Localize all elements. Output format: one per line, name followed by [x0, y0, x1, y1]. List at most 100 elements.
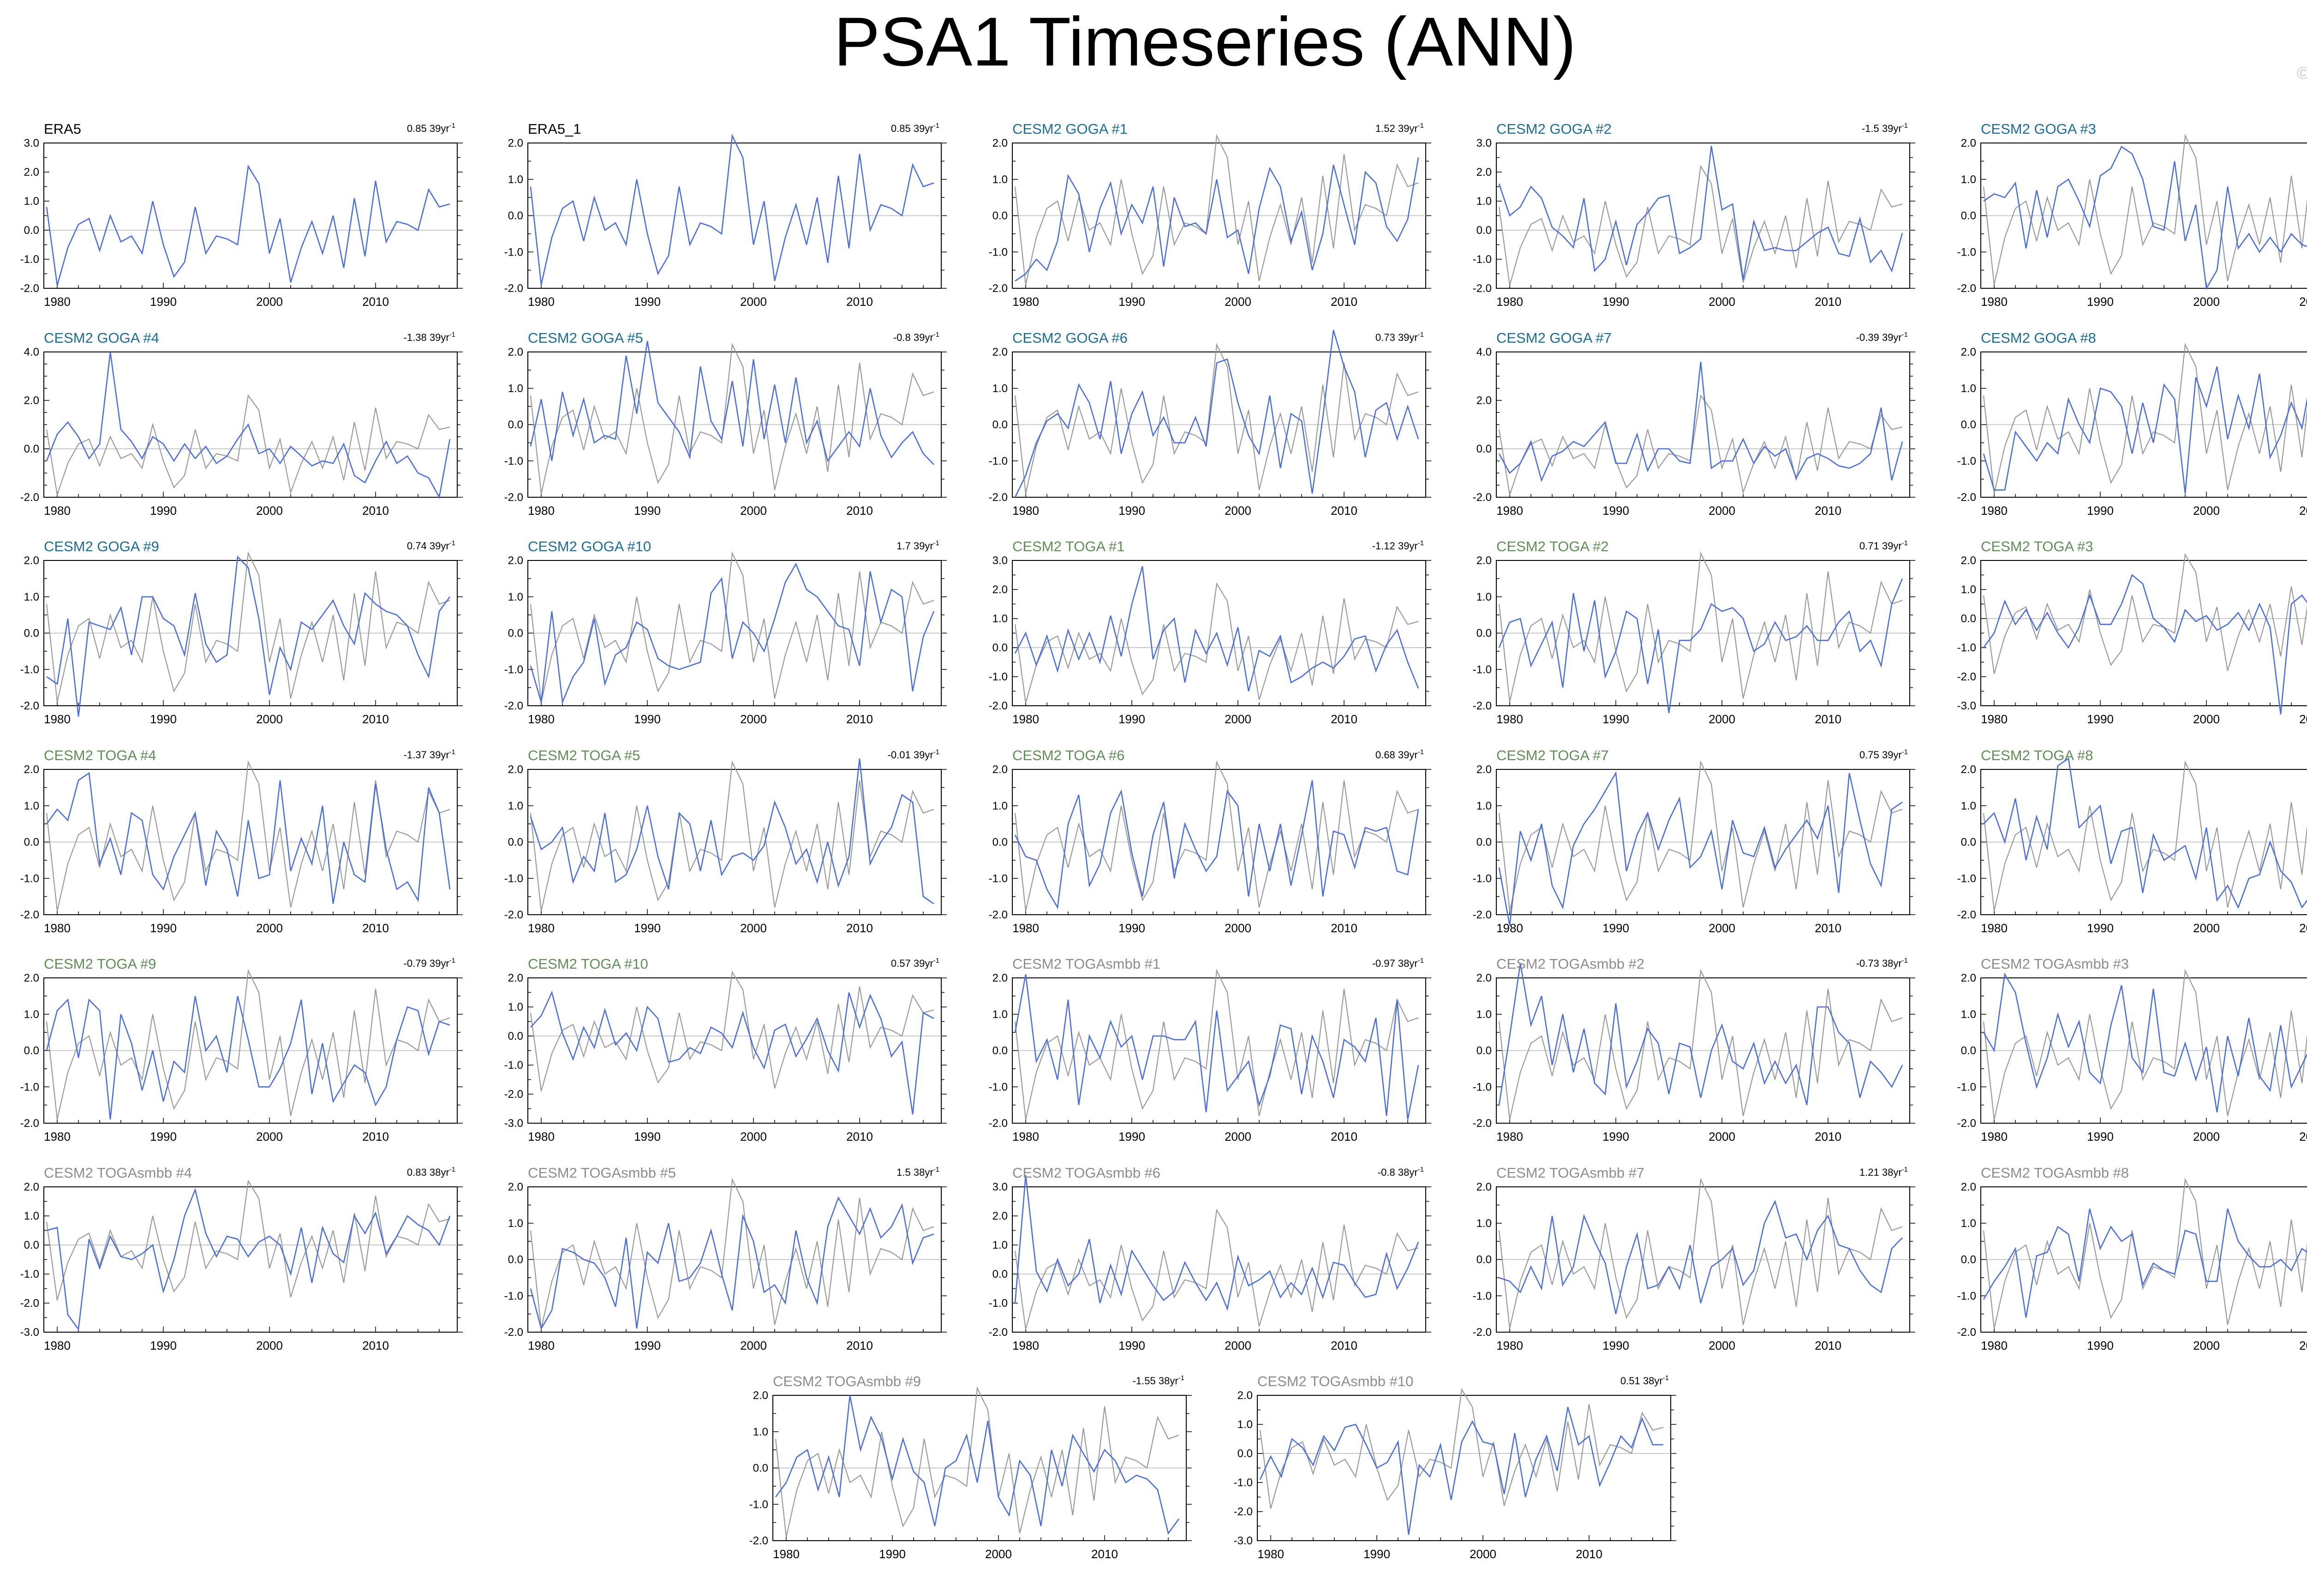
series-line: [530, 990, 934, 1115]
x-tick-label: 2000: [256, 921, 283, 935]
plot-frame: [527, 977, 942, 1124]
y-tick-label: 1.0: [24, 591, 39, 603]
x-tick-label: 1980: [1981, 1339, 2008, 1352]
trend-label: -1.5 39yr-1: [1862, 122, 1908, 134]
obs-overlay-line: [1014, 343, 1419, 494]
panel-title: CESM2 GOGA #5: [528, 330, 643, 346]
y-tick-label: 0.0: [508, 1254, 523, 1266]
trend-label: -0.73 38yr-1: [1856, 957, 1908, 969]
trend-label: -1.55 38yr-1: [1133, 1374, 1184, 1387]
plot-frame: [43, 143, 458, 289]
x-tick-label: 1990: [2087, 921, 2114, 935]
panel-title: CESM2 TOGA #3: [1981, 538, 2093, 554]
y-tick-label: 2.0: [992, 584, 1008, 596]
y-tick-label: -3.0: [20, 1326, 39, 1339]
x-tick-label: 2010: [2299, 1339, 2307, 1352]
panel-title: CESM2 TOGAsmbb #4: [44, 1165, 192, 1181]
x-tick-label: 2000: [256, 504, 283, 518]
trend-label: 0.71 39yr-1: [1859, 539, 1908, 552]
y-tick-label: 2.0: [992, 1210, 1008, 1222]
x-tick-label: 1980: [773, 1547, 800, 1561]
obs-overlay-line: [1014, 582, 1419, 703]
y-tick-label: -2.0: [504, 700, 523, 712]
obs-overlay-line: [530, 760, 934, 911]
x-tick-label: 2010: [1815, 1130, 1841, 1143]
x-tick-label: 2000: [256, 1339, 283, 1352]
plot-frame: [1980, 560, 2307, 706]
y-tick-label: -1.0: [1957, 246, 1976, 258]
x-tick-label: 1990: [2087, 1130, 2114, 1143]
x-tick-label: 1980: [1012, 295, 1039, 309]
series-line: [46, 772, 451, 904]
x-tick-label: 1990: [1118, 295, 1145, 309]
y-tick-label: 0.0: [1961, 1254, 1976, 1266]
y-tick-label: -1.0: [1473, 872, 1492, 885]
x-tick-label: 1980: [1012, 1130, 1039, 1143]
y-tick-label: -2.0: [1957, 1326, 1976, 1339]
y-tick-label: 3.0: [24, 137, 39, 149]
y-tick-label: 0.0: [992, 1268, 1008, 1280]
series-line: [1014, 974, 1419, 1120]
x-tick-label: 1990: [634, 1339, 661, 1352]
obs-overlay-line: [1014, 134, 1419, 285]
x-tick-label: 2000: [2193, 295, 2220, 309]
y-tick-label: 2.0: [508, 346, 523, 358]
x-tick-label: 1980: [1012, 504, 1039, 518]
y-tick-label: 2.0: [1961, 763, 1976, 776]
x-tick-label: 1980: [1496, 712, 1523, 726]
y-tick-label: 2.0: [1476, 1181, 1492, 1193]
y-tick-label: -2.0: [1957, 671, 1976, 683]
x-tick-label: 2000: [1709, 1339, 1735, 1352]
y-tick-label: -2.0: [1473, 700, 1492, 712]
y-tick-label: 2.0: [992, 763, 1008, 776]
y-tick-label: 4.0: [1476, 346, 1492, 358]
y-tick-label: -2.0: [1957, 491, 1976, 504]
y-tick-label: 0.0: [1476, 224, 1492, 237]
y-tick-label: 1.0: [1961, 584, 1976, 596]
panel-title: CESM2 GOGA #4: [44, 330, 159, 346]
y-tick-label: 1.0: [1476, 591, 1492, 603]
y-tick-label: 1.0: [508, 1001, 523, 1013]
x-tick-label: 2000: [2193, 921, 2220, 935]
series-line: [775, 1395, 1180, 1535]
trend-label: 0.68 39yr-1: [1375, 748, 1424, 761]
y-tick-label: 1.0: [1961, 800, 1976, 812]
x-tick-label: 2000: [1225, 504, 1251, 518]
panel-title: CESM2 TOGAsmbb #7: [1496, 1165, 1644, 1181]
panel-21: -2.0 -1.0 0.0 1.0 2.0 1980 1990 2000 2010 CESM2 T…: [20, 956, 463, 1143]
panel-12: -2.0 -1.0 0.0 1.0 2.0 1980 1990 2000 2010 CESM2 G…: [504, 538, 947, 726]
y-tick-label: 2.0: [1476, 763, 1492, 776]
series-line: [1498, 361, 1903, 482]
x-tick-label: 2000: [2193, 712, 2220, 726]
x-tick-label: 1980: [1981, 1130, 2008, 1143]
y-tick-label: -3.0: [1957, 700, 1976, 712]
obs-overlay-line: [46, 1179, 450, 1300]
y-tick-label: 1.0: [24, 195, 39, 208]
obs-overlay-line: [46, 760, 450, 911]
y-tick-label: 2.0: [992, 972, 1008, 984]
x-tick-label: 1990: [634, 712, 661, 726]
series-line: [46, 555, 451, 717]
y-tick-label: 0.0: [1476, 443, 1492, 455]
x-tick-label: 2000: [985, 1547, 1012, 1561]
x-tick-label: 2000: [1225, 1130, 1251, 1143]
panel-title: CESM2 GOGA #3: [1981, 121, 2096, 137]
plot-frame: [1012, 1186, 1426, 1333]
y-tick-label: 0.0: [992, 642, 1008, 654]
y-tick-label: -2.0: [20, 1117, 39, 1130]
y-tick-label: 0.0: [992, 419, 1008, 431]
x-tick-label: 2000: [256, 295, 283, 309]
y-tick-label: -1.0: [504, 663, 523, 676]
y-tick-label: 1.0: [24, 1210, 39, 1222]
y-tick-label: 0.0: [1237, 1447, 1253, 1460]
obs-overlay-line: [1983, 553, 2307, 674]
x-tick-label: 2010: [1815, 921, 1841, 935]
y-tick-label: -2.0: [504, 1326, 523, 1339]
y-tick-label: 2.0: [508, 554, 523, 567]
panel-title: CESM2 TOGA #4: [44, 747, 156, 763]
x-tick-label: 1990: [1363, 1547, 1390, 1561]
panel-9: -2.0 0.0 2.0 4.0 1980 1990 2000 2010 CESM2 GOGA …: [1473, 330, 1915, 518]
x-tick-label: 2010: [1331, 1130, 1357, 1143]
series-line: [1983, 574, 2307, 715]
x-tick-label: 2010: [1331, 921, 1357, 935]
